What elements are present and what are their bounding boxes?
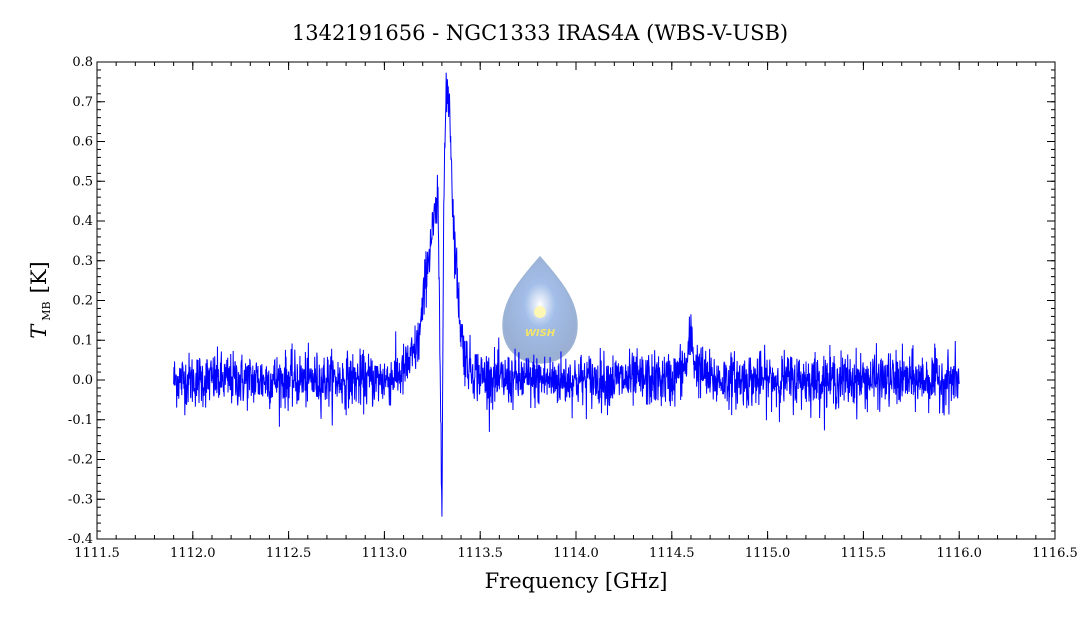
x-tick-label: 1114.0 xyxy=(553,546,599,561)
y-label-subscript: MB xyxy=(40,301,53,320)
y-tick-label: -0.1 xyxy=(68,413,93,428)
x-tick-label: 1113.0 xyxy=(362,546,408,561)
y-tick-label: 0.4 xyxy=(72,214,93,229)
x-tick-label: 1114.5 xyxy=(649,546,695,561)
x-tick-label: 1112.5 xyxy=(266,546,312,561)
y-label-symbol: T xyxy=(27,323,51,339)
y-axis-label-main: T MB [K] xyxy=(27,261,54,338)
x-tick-label: 1115.5 xyxy=(841,546,887,561)
y-tick-label: 0.5 xyxy=(72,174,93,189)
star-icon xyxy=(534,306,546,318)
y-axis-ticks: -0.4 -0.3 -0.2 -0.1 0.0 0.1 0.2 0.3 0.4 0.5 0.6 0.7… xyxy=(68,55,1055,547)
x-tick-label: 1115.0 xyxy=(745,546,791,561)
y-tick-label: 0.1 xyxy=(72,333,93,348)
x-tick-label: 1116.0 xyxy=(936,546,982,561)
x-tick-label: 1116.5 xyxy=(1032,546,1078,561)
y-tick-label: 0.7 xyxy=(72,95,93,110)
x-tick-label: 1113.5 xyxy=(457,546,503,561)
series-line-spectrum xyxy=(173,72,960,517)
chart-title: 1342191656 - NGC1333 IRAS4A (WBS-V-USB) xyxy=(292,21,788,45)
y-tick-label: -0.4 xyxy=(68,532,93,547)
y-tick-label: 0.8 xyxy=(72,55,93,70)
x-tick-label: 1112.0 xyxy=(170,546,216,561)
y-tick-label: 0.3 xyxy=(72,254,93,269)
y-tick-label: 0.2 xyxy=(72,294,93,309)
x-axis-label: Frequency [GHz] xyxy=(485,569,668,593)
plot-frame xyxy=(96,61,1056,540)
y-axis-label: T MB [K] xyxy=(27,261,54,338)
y-tick-label: -0.2 xyxy=(68,453,93,468)
wish-logo: WISH xyxy=(502,255,578,364)
y-tick-label: 0.6 xyxy=(72,135,93,150)
plot-area: 1111.5 1112.0 1112.5 1113.0 1113.5 1114.0 1114… xyxy=(68,55,1078,561)
y-tick-label: 0.0 xyxy=(72,373,93,388)
x-axis-ticks: 1111.5 1112.0 1112.5 1113.0 1113.5 1114.0 1114… xyxy=(74,62,1078,561)
x-tick-label: 1111.5 xyxy=(74,546,120,561)
y-label-unit: [K] xyxy=(27,261,51,293)
logo-text: WISH xyxy=(525,328,556,339)
y-tick-label: -0.3 xyxy=(68,492,93,507)
